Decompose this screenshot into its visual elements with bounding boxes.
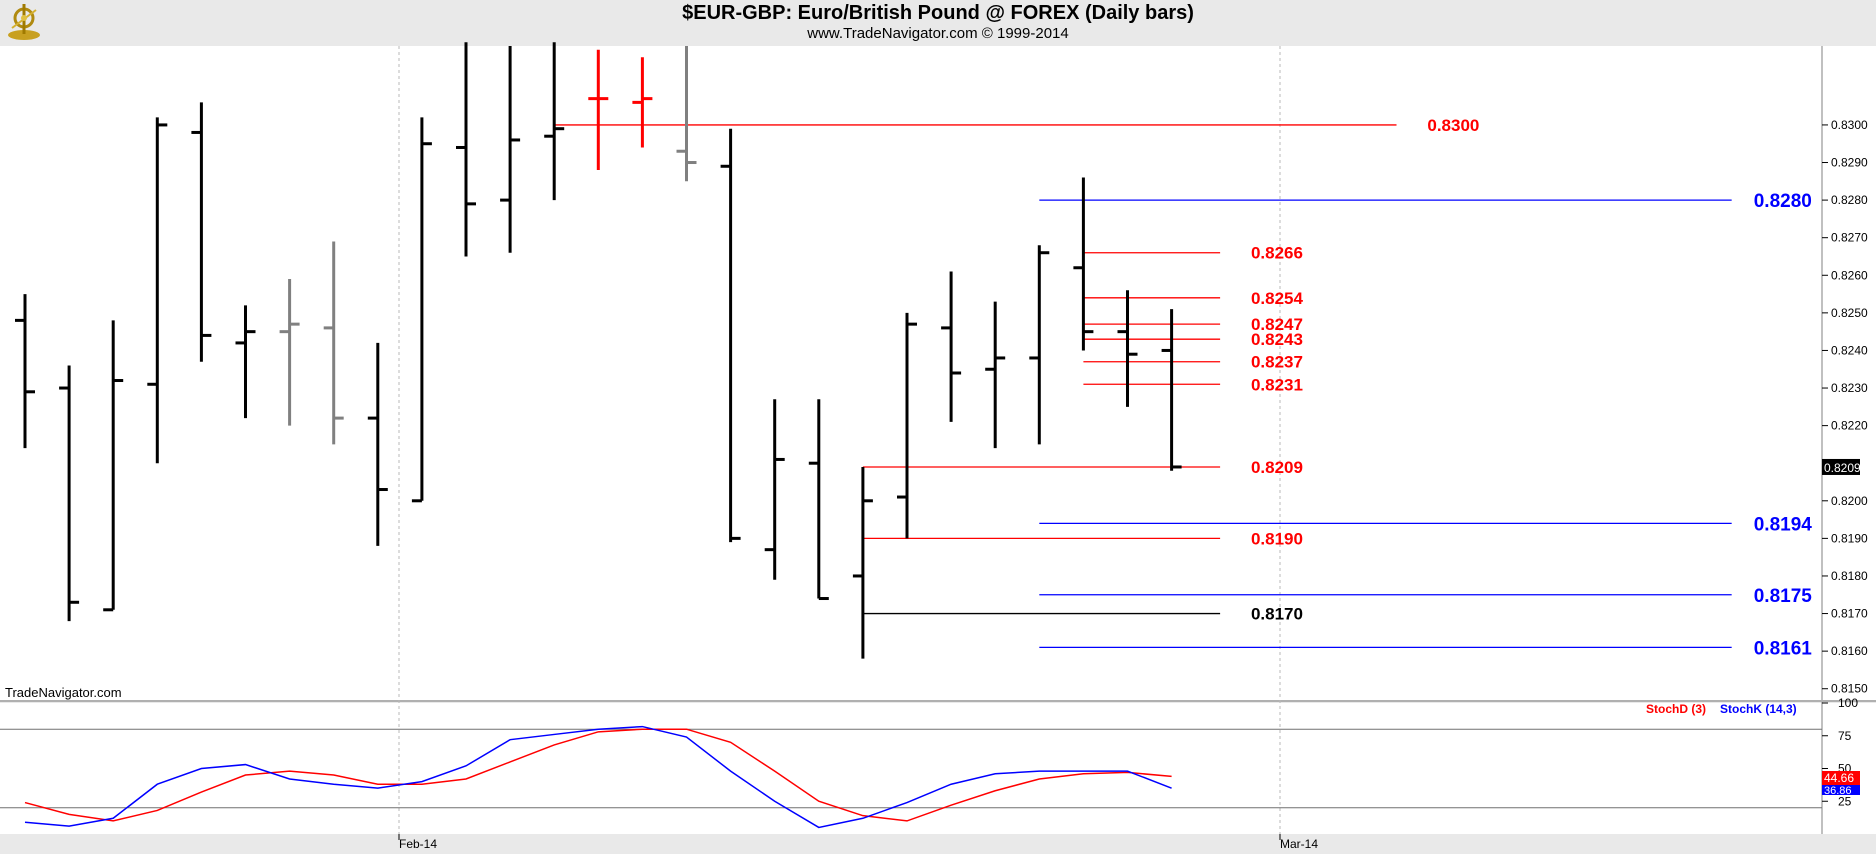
y-tick-label: 0.8180 (1831, 569, 1868, 583)
x-tick-label: Mar-14 (1280, 837, 1318, 851)
level-label: 0.8190 (1251, 529, 1303, 548)
y-tick-label: 0.8150 (1831, 682, 1868, 696)
price-axis-background (1822, 46, 1876, 700)
y-tick-label: 0.8160 (1831, 644, 1868, 658)
level-label: 0.8175 (1754, 586, 1813, 607)
level-label: 0.8194 (1754, 514, 1813, 535)
price-panel-background (0, 46, 1822, 700)
y-tick-label: 0.8190 (1831, 531, 1868, 545)
level-label: 0.8266 (1251, 244, 1303, 263)
stochastic-tick-label: 75 (1838, 729, 1852, 743)
stochd-last-box (1822, 771, 1860, 785)
level-label: 0.8170 (1251, 605, 1303, 624)
y-tick-label: 0.8290 (1831, 156, 1868, 170)
y-tick-label: 0.8260 (1831, 268, 1868, 282)
last-price-label: 0.8209 (1824, 461, 1861, 475)
trade-navigator-logo-icon (2, 0, 46, 42)
grid-lines (398, 46, 1281, 834)
date-axis: Feb-14 Mar-14 (398, 834, 1318, 851)
level-label: 0.8254 (1251, 289, 1304, 308)
stochd-legend: StochD (3) (1646, 702, 1706, 716)
price-bars (15, 42, 1182, 659)
y-tick-label: 0.8240 (1831, 343, 1868, 357)
level-label: 0.8247 (1251, 315, 1303, 334)
chart-subtitle: www.TradeNavigator.com © 1999-2014 (807, 25, 1069, 42)
stochd-last-label: 44.66 (1824, 771, 1854, 785)
y-tick-label: 0.8250 (1831, 306, 1868, 320)
y-tick-label: 0.8230 (1831, 381, 1868, 395)
stochastic-series-line (24, 725, 1172, 829)
chart-title: $EUR-GBP: Euro/British Pound @ FOREX (Da… (682, 2, 1194, 24)
stochk-last-box (1822, 785, 1860, 795)
stochastic-axis-background (1822, 703, 1876, 834)
y-tick-label: 0.8220 (1831, 419, 1868, 433)
last-price-box (1822, 458, 1860, 475)
level-label: 0.8237 (1251, 353, 1303, 372)
y-tick-label: 0.8270 (1831, 231, 1868, 245)
level-label: 0.8161 (1754, 638, 1813, 659)
level-label: 0.8243 (1251, 330, 1303, 349)
level-label: 0.8300 (1427, 116, 1479, 135)
stochastic-tick-label: 25 (1838, 794, 1852, 808)
y-tick-label: 0.8200 (1831, 494, 1868, 508)
y-tick-label: 0.8280 (1831, 193, 1868, 207)
stochastic-panel-background (0, 703, 1822, 834)
stochk-last-label: 36.86 (1824, 785, 1852, 797)
level-label: 0.8231 (1251, 375, 1303, 394)
stochastic-series-line (24, 728, 1172, 822)
level-label: 0.8209 (1251, 458, 1303, 477)
watermark: TradeNavigator.com (5, 685, 122, 700)
y-tick-label: 0.8300 (1831, 118, 1868, 132)
price-axis: 0.8300 0.8290 0.8280 0.8270 0.8260 0.8250 0.82… (1822, 118, 1868, 696)
stochastic-legend: StochD (3) StochK (14,3) (1646, 702, 1797, 716)
stochk-legend: StochK (14,3) (1720, 702, 1797, 716)
x-tick-label: Feb-14 (399, 837, 437, 851)
level-label: 0.8280 (1754, 191, 1812, 212)
y-tick-label: 0.8170 (1831, 607, 1868, 621)
stochastic-tick-label: 100 (1838, 696, 1858, 710)
